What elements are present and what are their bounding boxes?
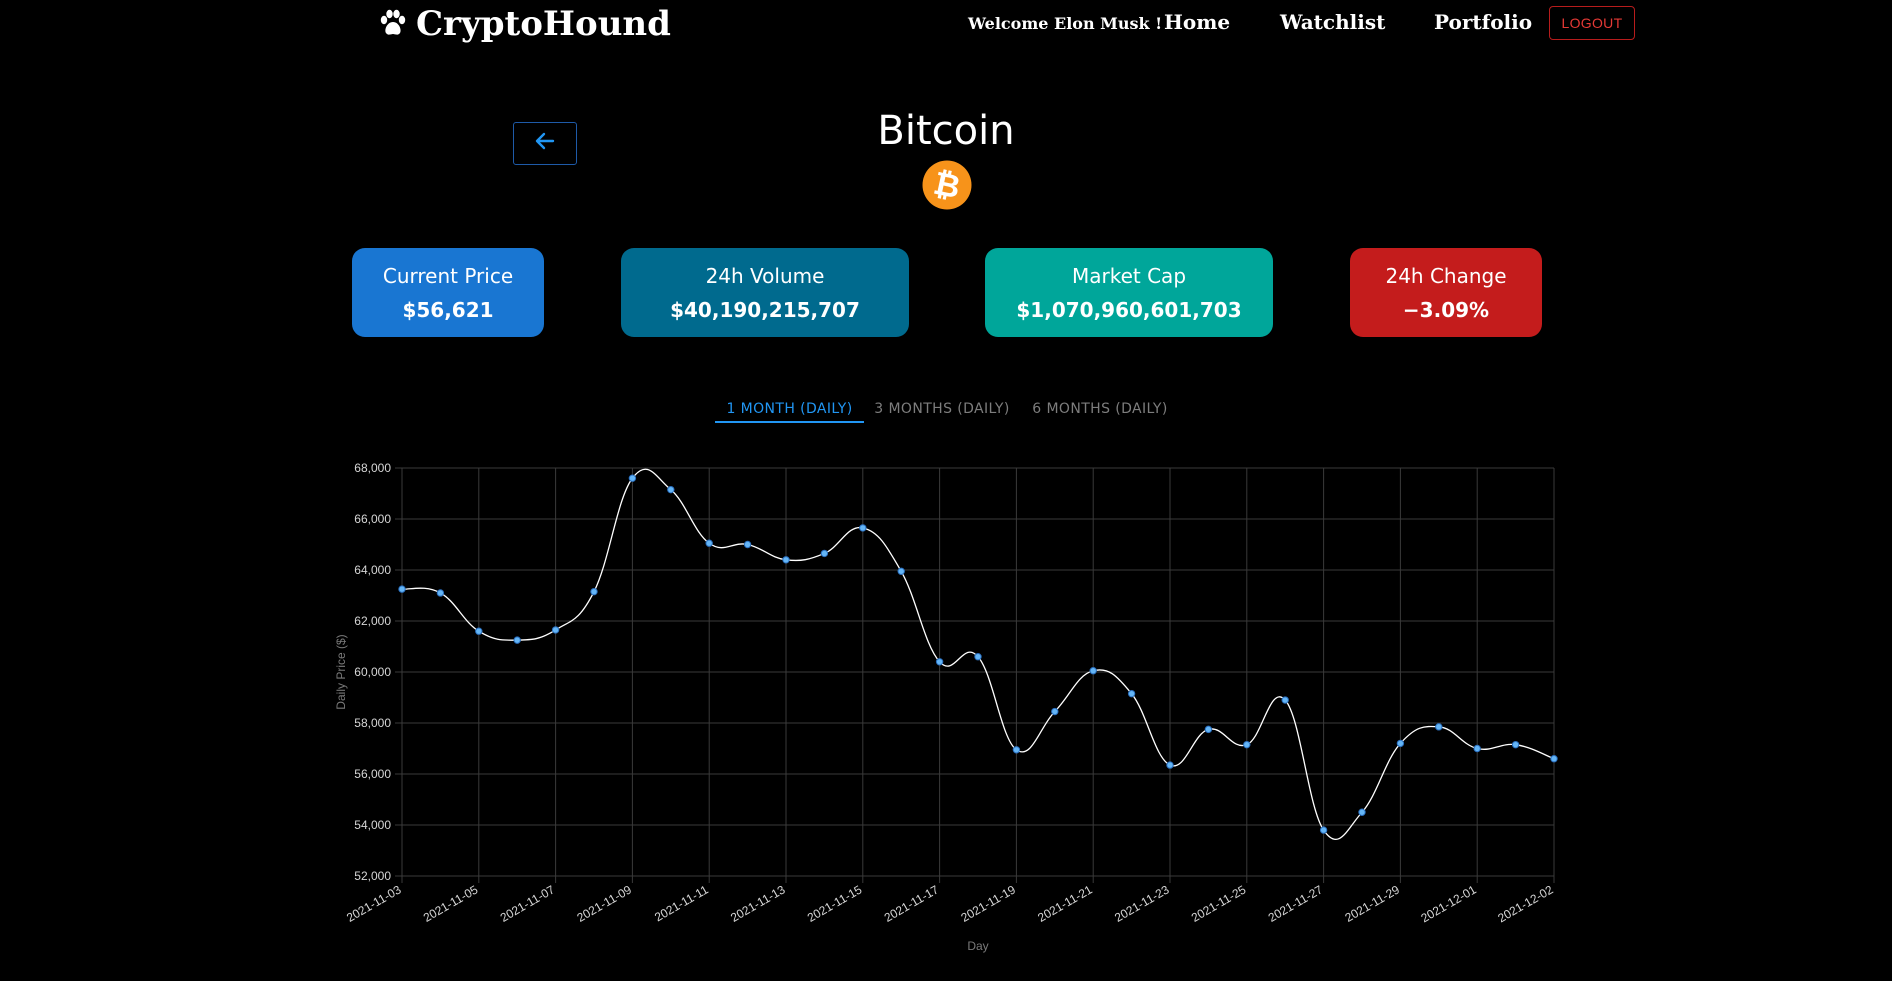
data-point	[436, 589, 445, 597]
y-tick-label: 60,000	[354, 665, 391, 679]
data-point	[1166, 761, 1174, 769]
tab-1-month[interactable]: 1 MONTH (DAILY)	[726, 401, 853, 417]
data-point	[590, 587, 598, 596]
data-point	[897, 567, 905, 575]
back-button[interactable]	[513, 122, 577, 165]
data-point	[1511, 740, 1520, 749]
y-axis-label: Daily Price ($)	[334, 634, 348, 709]
x-tick-label: 2021-11-11	[652, 882, 711, 924]
data-point	[475, 627, 483, 635]
x-tick-label: 2021-11-07	[498, 882, 558, 925]
data-point	[859, 524, 867, 532]
stat-value: $1,070,960,601,703	[1016, 297, 1242, 322]
data-point	[1358, 808, 1366, 816]
x-tick-label: 2021-11-17	[882, 882, 942, 925]
y-tick-label: 62,000	[354, 614, 391, 628]
stat-value: $56,621	[402, 297, 494, 322]
data-point	[551, 626, 560, 634]
stat-card-24h-change: 24h Change −3.09%	[1350, 248, 1542, 337]
brand-name: CryptoHound	[416, 4, 671, 44]
nav-portfolio[interactable]: Portfolio	[1434, 10, 1533, 34]
active-tab-indicator	[715, 421, 864, 423]
x-tick-label: 2021-11-15	[805, 882, 865, 925]
nav-watchlist[interactable]: Watchlist	[1280, 10, 1386, 34]
data-point	[782, 556, 790, 564]
y-tick-label: 54,000	[354, 818, 391, 832]
paw-icon	[378, 9, 408, 39]
x-tick-label: 2021-12-02	[1495, 882, 1555, 925]
data-point	[1550, 755, 1558, 763]
data-point	[1089, 667, 1097, 675]
x-tick-label: 2021-12-01	[1419, 882, 1479, 925]
y-tick-label: 66,000	[354, 512, 391, 526]
data-point	[1051, 707, 1059, 716]
logout-button[interactable]: LOGOUT	[1549, 6, 1635, 40]
x-tick-label: 2021-11-23	[1112, 882, 1172, 925]
y-tick-label: 52,000	[354, 869, 391, 883]
arrow-left-icon	[533, 129, 557, 158]
data-point	[1127, 689, 1136, 698]
x-tick-label: 2021-11-29	[1343, 882, 1403, 925]
welcome-message: Welcome Elon Musk !	[968, 14, 1163, 33]
x-tick-label: 2021-11-19	[959, 882, 1019, 925]
data-point	[1473, 744, 1481, 753]
data-point	[935, 658, 944, 666]
x-tick-label: 2021-11-25	[1189, 882, 1249, 925]
stat-label: Market Cap	[1071, 263, 1187, 288]
data-point	[743, 540, 752, 549]
stat-label: Current Price	[382, 263, 514, 288]
tab-6-months[interactable]: 6 MONTHS (DAILY)	[1032, 401, 1168, 417]
stat-card-market-cap: Market Cap $1,070,960,601,703	[985, 248, 1273, 337]
data-point	[1012, 746, 1021, 754]
data-point	[974, 653, 982, 661]
stat-value: −3.09%	[1402, 297, 1490, 322]
stat-card-current-price: Current Price $56,621	[352, 248, 544, 337]
x-tick-label: 2021-11-21	[1035, 882, 1095, 925]
x-tick-label: 2021-11-09	[575, 882, 635, 925]
data-point	[1204, 725, 1213, 734]
data-point	[1396, 739, 1405, 748]
y-tick-label: 68,000	[354, 461, 391, 475]
data-point	[1281, 696, 1289, 704]
bitcoin-logo-icon: ₿	[922, 160, 972, 215]
stat-label: 24h Volume	[705, 263, 825, 288]
y-tick-label: 58,000	[354, 716, 391, 730]
price-line	[401, 468, 1555, 840]
x-tick-label: 2021-11-03	[344, 882, 404, 925]
nav-home[interactable]: Home	[1164, 10, 1231, 34]
x-tick-label: 2021-11-27	[1266, 882, 1326, 925]
x-tick-label: 2021-11-05	[421, 882, 481, 925]
coin-name: Bitcoin	[877, 108, 1015, 154]
stat-value: $40,190,215,707	[670, 297, 860, 322]
data-point	[513, 636, 521, 644]
data-point	[705, 539, 713, 547]
data-point	[820, 549, 829, 558]
data-point	[628, 474, 637, 482]
data-point	[1319, 826, 1328, 834]
data-point	[1435, 723, 1443, 731]
data-point	[1243, 740, 1251, 749]
stat-card-24h-volume: 24h Volume $40,190,215,707	[621, 248, 909, 337]
x-axis-label: Day	[967, 939, 988, 953]
y-tick-label: 64,000	[354, 563, 391, 577]
stat-label: 24h Change	[1385, 263, 1507, 288]
data-point	[398, 585, 406, 593]
y-tick-label: 56,000	[354, 767, 391, 781]
x-tick-label: 2021-11-13	[728, 882, 788, 925]
brand-logo[interactable]: CryptoHound	[378, 4, 671, 44]
data-point	[667, 485, 675, 494]
tab-3-months[interactable]: 3 MONTHS (DAILY)	[874, 401, 1010, 417]
